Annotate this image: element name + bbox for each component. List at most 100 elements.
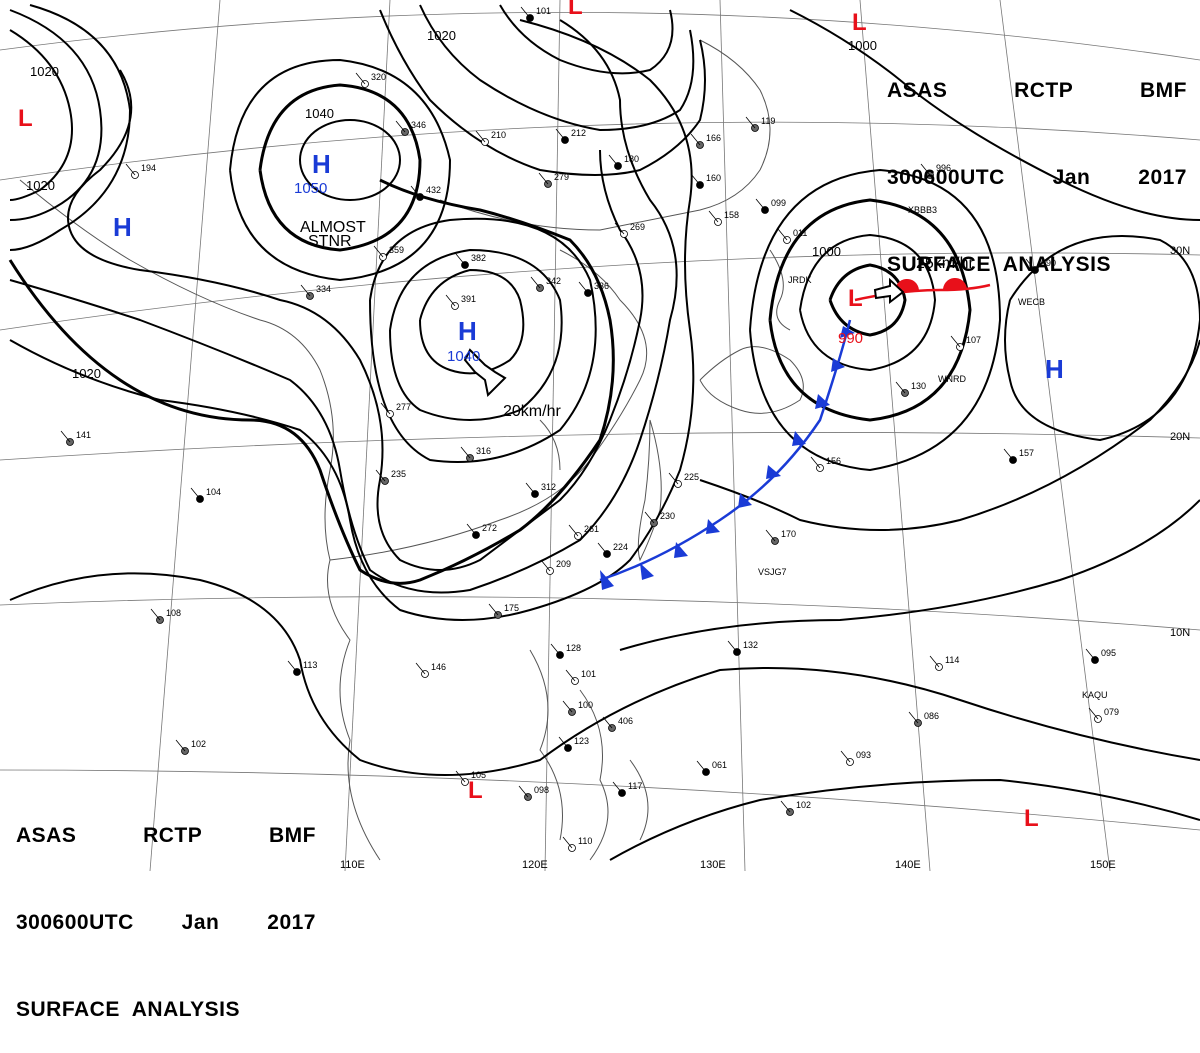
- isobar-cold-5: [9, 19, 678, 594]
- station-pressure: 996: [936, 163, 951, 173]
- station-plots: 101 320 346 432 359 334 382 391 342 336 210 279 180 2…: [60, 6, 1119, 852]
- isobars: [8, 4, 1200, 861]
- low-center-label: L: [18, 105, 33, 132]
- station-plot: 107: [950, 335, 981, 351]
- wind-barb: [558, 736, 569, 749]
- station-pressure: 061: [712, 760, 727, 770]
- wind-barb: [696, 760, 707, 773]
- station-pressure: 011: [793, 228, 807, 238]
- wind-barb: [565, 669, 576, 682]
- wind-barb: [455, 770, 466, 783]
- station-pressure: 166: [706, 133, 721, 143]
- isobar-nw-2: [9, 9, 103, 221]
- wind-barb: [602, 716, 613, 729]
- station-pressure: 320: [371, 72, 386, 82]
- chart-header-bottom: ASAS RCTP BMF 300600UTC Jan 2017 SURFACE…: [16, 763, 316, 1053]
- wind-barb: [530, 276, 541, 289]
- wind-barb: [810, 456, 821, 469]
- wind-barb: [614, 222, 625, 235]
- station-pressure: 316: [476, 446, 491, 456]
- station-plot: 316: [460, 446, 491, 462]
- low-motion-arrow: [873, 277, 905, 305]
- wind-barb: [525, 482, 536, 495]
- isobar-nw: [9, 29, 73, 201]
- station-plot: 175: [488, 603, 519, 619]
- station-plot: 279: [538, 172, 569, 188]
- station-pressure: 105: [471, 770, 486, 780]
- station-plot: 102: [175, 739, 206, 755]
- wind-barb: [555, 128, 566, 141]
- wind-barb: [727, 640, 738, 653]
- station-plot: 391: [445, 294, 476, 310]
- header-time: 300600UTC: [16, 911, 134, 934]
- header-month: Jan: [181, 911, 220, 934]
- low-center-label: L: [852, 9, 867, 36]
- station-plot: 272: [466, 523, 497, 539]
- isobar-label: 1020: [427, 28, 456, 43]
- station-pressure: 261: [584, 524, 599, 534]
- isobar-mid-1: [419, 268, 525, 375]
- station-pressure: 224: [613, 542, 628, 552]
- lat-label: 20N: [1170, 431, 1190, 443]
- station-plot: 128: [550, 643, 581, 659]
- isobar-east-ridge: [1004, 235, 1200, 442]
- wind-barb: [608, 154, 619, 167]
- station-pressure: 334: [316, 284, 331, 294]
- isobar-south-2: [609, 778, 1200, 861]
- station-pressure: 157: [1019, 448, 1034, 458]
- isobar-label: 1020: [26, 178, 55, 193]
- header-office: BMF: [269, 824, 316, 847]
- wind-barb: [380, 402, 391, 415]
- high-motion-arrow: [463, 348, 507, 398]
- station-plot: 146: [415, 662, 446, 678]
- lon-label: 120E: [522, 859, 548, 871]
- wind-barb: [578, 281, 589, 294]
- wind-barb: [410, 185, 421, 198]
- ship-label: WNRD: [938, 374, 966, 384]
- station-plot: 099: [755, 198, 786, 214]
- wind-barb: [60, 430, 71, 443]
- station-plot: 180: [608, 154, 639, 170]
- wind-barb: [538, 172, 549, 185]
- station-pressure: 432: [426, 185, 441, 195]
- wind-barb: [395, 120, 406, 133]
- station-plot: 102: [780, 800, 811, 816]
- station-plot: 382: [455, 253, 486, 269]
- station-pressure: 158: [724, 210, 739, 220]
- header-center: RCTP: [1014, 79, 1074, 102]
- station-plot: 336: [578, 281, 609, 297]
- station-plot: 166: [690, 133, 721, 149]
- high-center-note: ALMOST: [300, 219, 366, 236]
- header-title: SURFACE ANALYSIS: [887, 253, 1111, 276]
- station-plot: 141: [60, 430, 91, 446]
- ship-label: XBBB3: [908, 205, 937, 215]
- station-pressure: 102: [191, 739, 206, 749]
- station-pressure: 107: [966, 335, 981, 345]
- station-pressure: 391: [461, 294, 476, 304]
- station-plot: 061: [696, 760, 727, 776]
- station-pressure: 342: [546, 276, 561, 286]
- station-pressure: 101: [536, 6, 551, 16]
- station-plot: 114: [929, 655, 959, 671]
- isobar-low-2: [799, 233, 937, 372]
- station-pressure: 225: [684, 472, 699, 482]
- wind-barb: [150, 608, 161, 621]
- wind-barb: [644, 511, 655, 524]
- wind-barb: [125, 163, 136, 176]
- station-pressure: 141: [76, 430, 91, 440]
- wind-barb: [540, 559, 551, 572]
- pressure-centers: H 1050 ALMOST STNR H H 1040 20km/hr H L …: [18, 0, 1064, 832]
- station-pressure: 146: [431, 662, 446, 672]
- station-pressure: 279: [554, 172, 569, 182]
- lon-label: 110E: [340, 859, 365, 871]
- isobar-low-4: [749, 168, 1002, 472]
- wind-barb: [415, 662, 426, 675]
- station-pressure: 108: [166, 608, 181, 618]
- low-center-label: L: [848, 285, 863, 312]
- station-pressure: 101: [581, 669, 596, 679]
- cold-front: [599, 319, 855, 590]
- station-pressure: 312: [541, 482, 556, 492]
- header-center: RCTP: [143, 824, 203, 847]
- station-plot: 100: [562, 700, 593, 716]
- wind-barb: [520, 6, 531, 19]
